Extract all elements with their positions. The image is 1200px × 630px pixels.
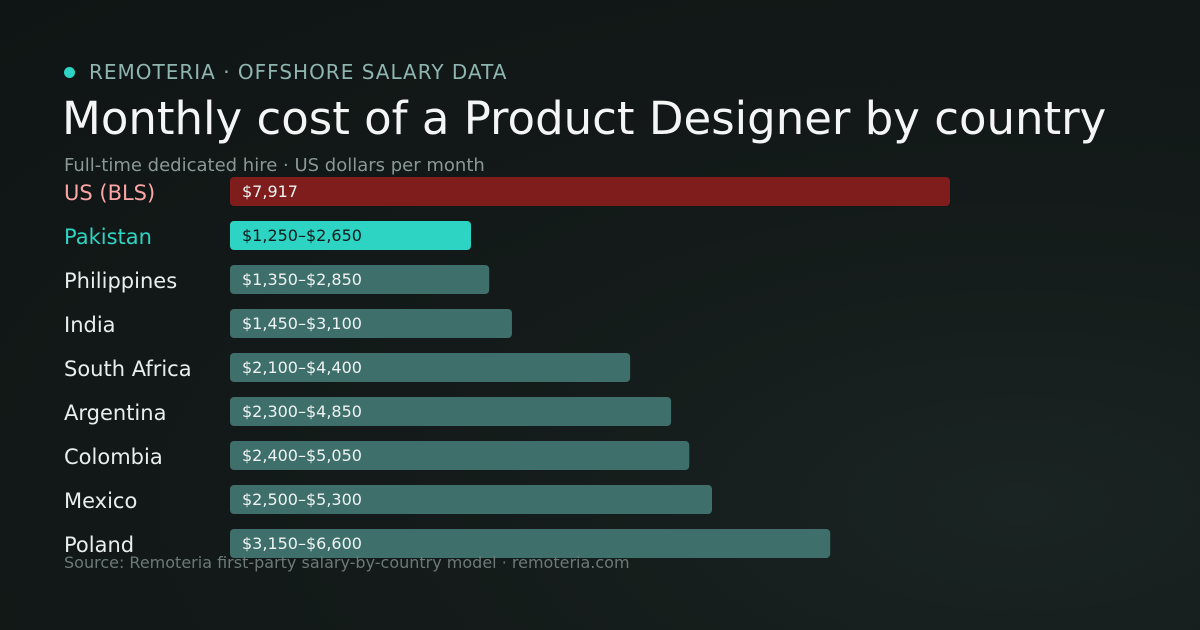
chart-title: Monthly cost of a Product Designer by co… [62,92,1107,145]
category-label: South Africa [64,357,192,381]
bar-value-label: $1,250–$2,650 [242,226,362,245]
brand-label: REMOTERIA · OFFSHORE SALARY DATA [89,60,508,84]
category-label: Colombia [64,445,163,469]
bar [230,529,831,558]
brand-dot-icon [64,66,75,78]
bar [230,177,950,206]
source-note: Source: Remoteria first-party salary-by-… [64,553,630,572]
category-label: India [64,313,116,337]
bar [230,221,472,250]
category-label: Argentina [64,401,166,425]
bar-value-label: $1,350–$2,850 [242,270,362,289]
bar-value-label: $7,917 [242,182,298,201]
bar-value-label: $3,150–$6,600 [242,534,362,553]
bar-value-label: $2,400–$5,050 [242,446,362,465]
bar-value-label: $2,500–$5,300 [242,490,362,509]
brand-row: REMOTERIA · OFFSHORE SALARY DATA [64,60,507,84]
bar-value-label: $2,300–$4,850 [242,402,362,421]
category-label: Pakistan [64,225,152,249]
bar [230,397,672,426]
category-label: Poland [64,533,134,557]
category-label: Mexico [64,489,137,513]
bar [230,353,631,382]
bar [230,309,512,338]
category-label: US (BLS) [64,181,155,205]
bar [230,485,713,514]
chart-subtitle: Full-time dedicated hire · US dollars pe… [64,155,485,176]
category-label: Philippines [64,269,177,293]
bar-value-label: $2,100–$4,400 [242,358,362,377]
bar [230,441,690,470]
bar-value-label: $1,450–$3,100 [242,314,362,333]
bar [230,265,490,294]
